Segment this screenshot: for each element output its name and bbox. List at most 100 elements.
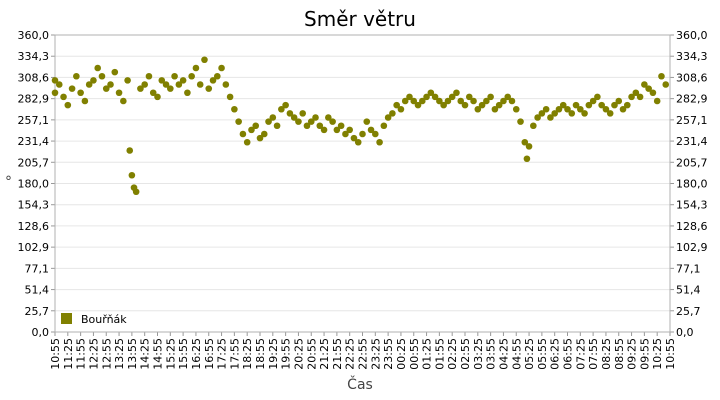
data-point <box>500 97 507 105</box>
x-tick-label: 23:55 <box>382 338 395 370</box>
data-point <box>585 101 593 109</box>
data-point <box>523 155 531 163</box>
data-point <box>205 85 213 92</box>
data-point <box>85 81 93 88</box>
data-point <box>260 130 268 138</box>
data-point <box>636 93 644 101</box>
data-point <box>551 110 558 117</box>
data-point <box>235 118 242 125</box>
data-point <box>619 105 627 113</box>
data-point <box>333 126 341 134</box>
x-tick-label: 23:25 <box>369 338 382 370</box>
y-tick-label-right: 180,0 <box>676 178 708 191</box>
data-point <box>359 130 366 138</box>
data-point <box>307 118 315 125</box>
data-point <box>51 89 59 97</box>
x-tick-label: 15:55 <box>177 338 190 370</box>
data-point <box>568 110 576 117</box>
data-point <box>470 97 477 105</box>
data-point <box>384 114 392 121</box>
data-point <box>192 64 200 72</box>
y-tick-label: 257,1 <box>18 114 50 127</box>
data-point <box>440 101 447 109</box>
data-point <box>564 105 571 113</box>
data-point <box>653 97 661 105</box>
data-point <box>517 118 524 125</box>
x-tick-label: 02:25 <box>446 338 459 370</box>
plot-frame <box>54 34 671 333</box>
y-tick-label-right: 257,1 <box>676 114 708 127</box>
data-point <box>126 147 134 154</box>
data-point <box>273 122 281 130</box>
data-point <box>162 81 170 88</box>
data-point <box>589 97 597 105</box>
y-tick-label: 282,9 <box>18 93 50 106</box>
data-point <box>55 81 63 88</box>
data-point <box>51 77 59 84</box>
data-point <box>448 93 456 101</box>
data-point <box>581 110 588 117</box>
data-point <box>363 118 371 125</box>
data-point <box>594 93 601 101</box>
x-tick-label: 16:25 <box>190 338 203 370</box>
y-tick-label-right: 308,6 <box>676 71 708 84</box>
x-tick-label: 08:25 <box>600 338 613 370</box>
data-point <box>77 89 84 97</box>
data-point <box>68 85 76 92</box>
x-tick-label: 00:55 <box>408 338 421 370</box>
x-tick-label: 02:55 <box>459 338 472 370</box>
y-axis-left: 0,0 25,7 51,4 77,1 102,9 128,6 154,3 180,0 205,7… <box>18 29 55 339</box>
data-point <box>243 138 251 146</box>
data-point <box>184 89 191 97</box>
x-tick-label: 01:55 <box>433 338 446 370</box>
y-tick-label: 0,0 <box>32 326 50 339</box>
data-point <box>171 72 178 80</box>
data-point <box>615 97 623 105</box>
x-tick-label: 14:25 <box>139 338 152 370</box>
x-tick-label: 06:25 <box>549 338 562 370</box>
data-point <box>120 97 127 105</box>
chart-title: Směr větru <box>304 7 416 31</box>
data-point <box>158 77 166 84</box>
x-axis: 10:55 11:25 11:55 12:25 12:55 13:25 13:55 14:25… <box>49 332 677 370</box>
data-point <box>645 85 652 92</box>
data-point <box>508 97 516 105</box>
data-point <box>137 85 144 92</box>
data-point <box>316 122 324 130</box>
y-tick-label-right: 231,4 <box>676 135 708 148</box>
data-point <box>325 114 332 121</box>
data-point <box>98 72 106 80</box>
x-tick-label: 03:25 <box>472 338 485 370</box>
data-point <box>269 114 277 121</box>
x-tick-label: 09:25 <box>626 338 639 370</box>
y-tick-label: 77,1 <box>25 262 50 275</box>
y-tick-label-right: 51,4 <box>676 284 701 297</box>
data-point <box>222 81 230 88</box>
data-point <box>380 122 388 130</box>
data-point <box>282 101 289 109</box>
data-point <box>406 93 413 101</box>
y-tick-label-right: 77,1 <box>676 262 701 275</box>
data-point <box>389 110 396 117</box>
y-tick-label: 231,4 <box>18 135 50 148</box>
data-point <box>218 64 225 72</box>
data-point <box>534 114 541 121</box>
x-tick-label: 05:55 <box>536 338 549 370</box>
x-tick-label: 21:25 <box>318 338 331 370</box>
data-point <box>478 101 486 109</box>
data-point <box>393 101 400 109</box>
x-tick-label: 16:55 <box>203 338 216 370</box>
y-tick-label-right: 334,3 <box>676 50 708 63</box>
data-point <box>662 81 670 88</box>
data-point <box>504 93 512 101</box>
data-point <box>453 89 460 97</box>
y-tick-label: 51,4 <box>25 284 50 297</box>
data-point <box>542 105 550 113</box>
data-point <box>367 126 375 134</box>
data-point <box>248 126 255 134</box>
data-point <box>465 93 473 101</box>
data-point <box>577 105 584 113</box>
y-tick-label: 308,6 <box>18 71 50 84</box>
data-point <box>188 72 195 80</box>
